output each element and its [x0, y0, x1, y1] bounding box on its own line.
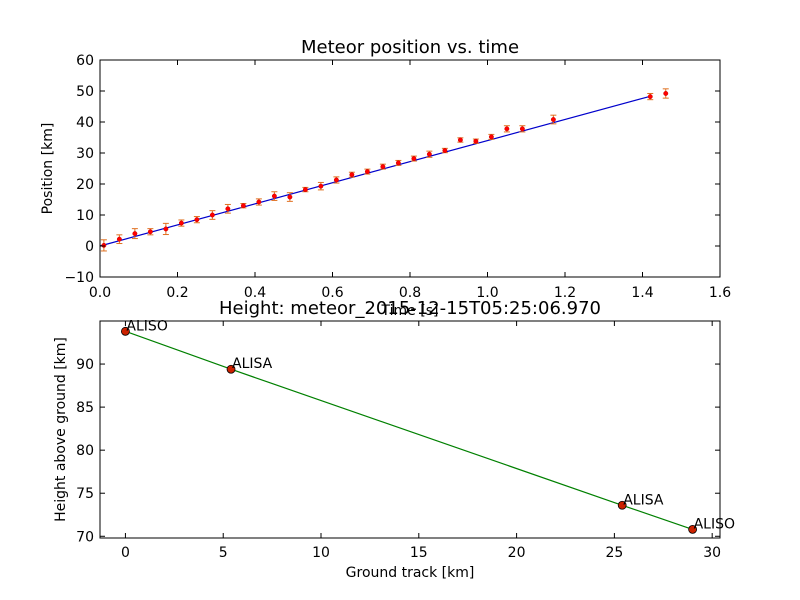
data-point — [504, 126, 510, 132]
station-point — [121, 326, 130, 336]
y-tick-label: 0 — [85, 239, 94, 255]
y-axis-label: Position [km] — [40, 123, 56, 215]
x-tick-label: 0.4 — [244, 285, 266, 301]
y-tick-label: 75 — [76, 486, 94, 502]
x-tick-label: 20 — [508, 545, 526, 561]
y-tick-label: 40 — [76, 115, 94, 131]
x-tick-label: 1.6 — [709, 285, 731, 301]
x-tick-label: 0.6 — [321, 285, 343, 301]
data-point — [240, 203, 246, 209]
fit-line — [99, 95, 651, 247]
station-label: ALISO — [126, 318, 167, 334]
x-tick-label: 30 — [703, 545, 721, 561]
data-point — [442, 148, 448, 153]
x-axis-label: Ground track [km] — [346, 565, 475, 581]
y-tick-label: 90 — [76, 357, 94, 373]
y-tick-label: 70 — [76, 529, 94, 545]
data-point — [256, 199, 262, 205]
plot-frame — [99, 59, 721, 278]
data-point — [302, 187, 308, 193]
station-point — [688, 524, 698, 534]
y-tick-label: 60 — [76, 53, 94, 69]
data-point — [178, 220, 184, 226]
y-tick-label: 85 — [76, 400, 94, 416]
data-point — [349, 172, 355, 178]
data-point — [194, 217, 200, 223]
x-tick-label: 1.2 — [554, 285, 576, 301]
plot-frame — [99, 320, 721, 539]
x-tick-label: 0.8 — [399, 285, 421, 301]
chart-title: Meteor position vs. time — [301, 37, 519, 58]
data-point — [426, 151, 432, 157]
data-point — [519, 126, 525, 132]
x-tick-label: 0.2 — [166, 285, 188, 301]
station-label: ALISA — [232, 356, 273, 372]
x-tick-label: 15 — [410, 545, 428, 561]
data-point — [209, 212, 215, 218]
y-axis-label: Height above ground [km] — [53, 337, 69, 522]
station-label: ALISA — [623, 492, 664, 508]
data-point — [457, 137, 463, 143]
data-point — [225, 206, 231, 212]
data-point — [380, 164, 386, 170]
data-point — [364, 169, 370, 175]
data-point — [318, 183, 324, 189]
data-point — [550, 117, 556, 122]
x-tick-label: 1.4 — [631, 285, 653, 301]
data-point — [116, 236, 122, 242]
y-tick-label: 20 — [76, 177, 94, 193]
data-point — [647, 94, 653, 100]
y-tick-label: 30 — [76, 146, 94, 162]
station-label: ALISO — [694, 516, 735, 532]
x-axis-label: Time [s] — [381, 303, 439, 319]
x-tick-label: 25 — [605, 545, 623, 561]
height-line — [125, 330, 693, 530]
y-tick-label: −10 — [64, 270, 94, 286]
x-tick-label: 1.0 — [476, 285, 498, 301]
y-tick-label: 80 — [76, 443, 94, 459]
y-tick-label: 50 — [76, 84, 94, 100]
data-point — [395, 160, 401, 166]
station-point — [617, 500, 627, 510]
chart-title: Height: meteor_2015-12-15T05:25:06.970 — [219, 298, 601, 319]
data-point — [163, 226, 169, 232]
data-point — [147, 229, 153, 235]
data-point — [101, 242, 107, 248]
data-point — [271, 193, 277, 199]
data-point — [132, 231, 138, 237]
data-point — [411, 156, 417, 162]
y-tick-label: 10 — [76, 208, 94, 224]
data-point — [287, 194, 293, 200]
x-tick-label: 5 — [219, 545, 228, 561]
height-chart: ALISO ALISA ALISA ALISO 0 5 10 15 20 25 30 70 75 80 85… — [53, 298, 735, 581]
station-point — [226, 364, 236, 374]
data-point — [473, 138, 479, 144]
x-tick-label: 10 — [312, 545, 330, 561]
position-chart: 0.0 0.2 0.4 0.6 0.8 1.0 1.2 1.4 1.6 −10 0 10 20 30 40 5… — [40, 37, 731, 319]
x-tick-label: 0.0 — [89, 285, 111, 301]
x-tick-label: 0 — [121, 545, 130, 561]
data-point — [663, 91, 669, 96]
data-point — [488, 134, 494, 140]
data-point — [333, 177, 339, 183]
